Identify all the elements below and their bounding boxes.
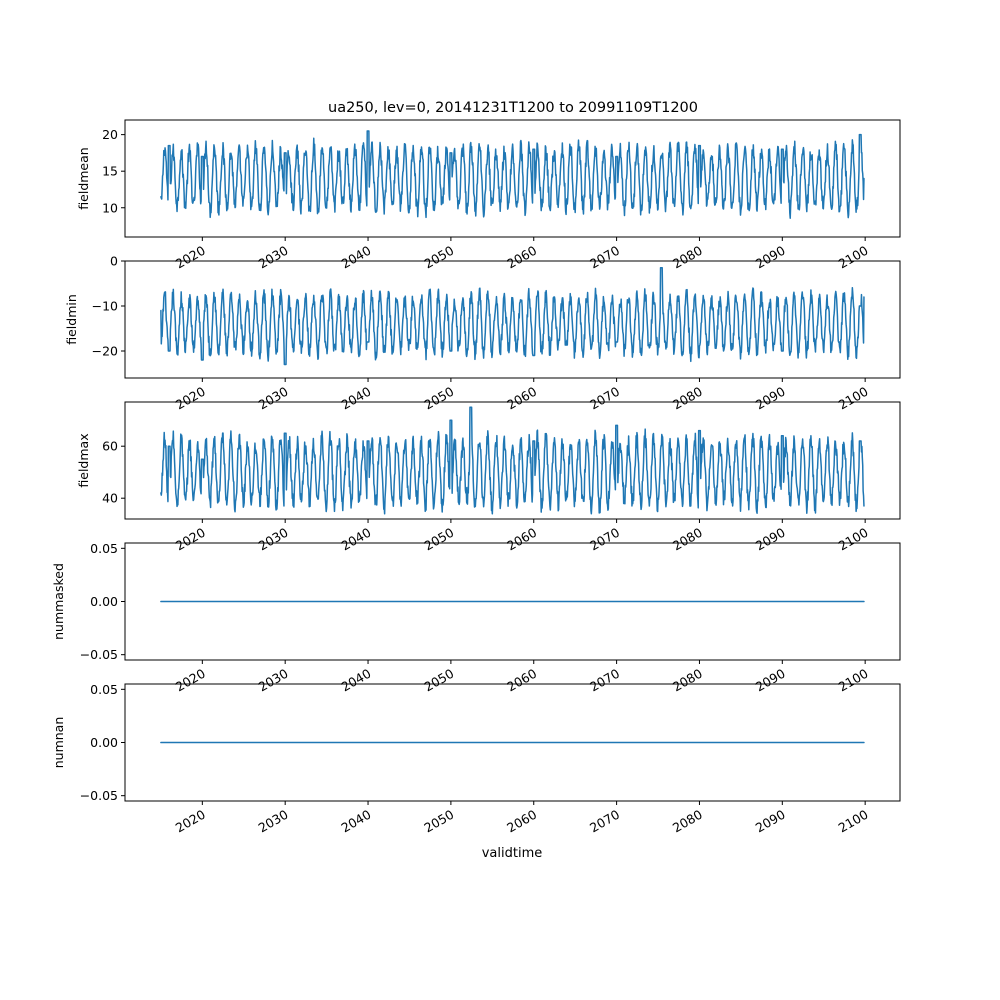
fieldmax-x-tick-label: 2090: [753, 525, 788, 554]
fieldmax-x-tick-label: 2030: [256, 525, 291, 554]
fieldmean-y-tick-label: 20: [102, 127, 118, 142]
figure-title: ua250, lev=0, 20141231T1200 to 20991109T…: [328, 100, 698, 116]
fieldmin-x-tick-label: 2080: [670, 384, 705, 413]
fieldmax-axes-frame: [124, 401, 901, 520]
fieldmean-x-tick-label: 2020: [173, 243, 208, 272]
numnan-x-tick-label: 2020: [173, 807, 208, 836]
numnan-y-axis-label: numnan: [51, 717, 66, 769]
fieldmin-axes-frame: [124, 260, 901, 379]
fieldmin-y-tick-label: −10: [92, 299, 118, 314]
fieldmin-x-tick-label: 2030: [256, 384, 291, 413]
numnan-y-tick-label: 0.00: [90, 735, 118, 750]
fieldmean-x-tick-label: 2060: [504, 243, 539, 272]
fieldmax-x-tick-label: 2020: [173, 525, 208, 554]
fieldmax-y-tick-label: 40: [102, 491, 118, 506]
numnan-x-tick-label: 2060: [504, 807, 539, 836]
nummasked-x-tick-label: 2030: [256, 666, 291, 695]
numnan-x-tick-label: 2090: [753, 807, 788, 836]
nummasked-x-tick-label: 2090: [753, 666, 788, 695]
nummasked-x-tick-label: 2070: [587, 666, 622, 695]
fieldmax-y-tick-label: 60: [102, 439, 118, 454]
numnan-x-tick-label: 2030: [256, 807, 291, 836]
fieldmax-x-tick-label: 2050: [421, 525, 456, 554]
fieldmin-x-tick-label: 2070: [587, 384, 622, 413]
fieldmax-x-tick-label: 2080: [670, 525, 705, 554]
nummasked-x-tick-label: 2080: [670, 666, 705, 695]
nummasked-x-tick-label: 2020: [173, 666, 208, 695]
fieldmax-x-tick-label: 2070: [587, 525, 622, 554]
numnan-x-tick-label: 2040: [338, 807, 373, 836]
fieldmean-x-tick-label: 2090: [753, 243, 788, 272]
fieldmean-x-tick-label: 2040: [338, 243, 373, 272]
fieldmax-x-tick-label: 2100: [836, 525, 871, 554]
fieldmin-x-tick-label: 2040: [338, 384, 373, 413]
numnan-y-tick-label: 0.05: [90, 682, 118, 697]
nummasked-x-tick-label: 2100: [836, 666, 871, 695]
fieldmean-series-line: [160, 130, 865, 219]
fieldmean-x-tick-label: 2080: [670, 243, 705, 272]
fieldmax-panel: 40 60 2020 2030 2040 2050 2060 2070 2080 2090 2100…: [76, 401, 901, 554]
nummasked-y-tick-label: 0.05: [90, 541, 118, 556]
nummasked-panel: −0.05 0.00 0.05 2020 2030 2040 2050 2060 2070 208…: [51, 541, 901, 695]
nummasked-y-tick-label: 0.00: [90, 594, 118, 609]
fieldmin-x-tick-label: 2020: [173, 384, 208, 413]
fieldmin-panel: −20 −10 0 2020 2030 2040 2050 2060 2070 2080 2090 2…: [64, 254, 901, 413]
fieldmean-x-tick-label: 2070: [587, 243, 622, 272]
fieldmin-x-tick-label: 2100: [836, 384, 871, 413]
numnan-panel: −0.05 0.00 0.05 2020 2030 2040 2050 2060 2070 208…: [51, 682, 901, 836]
numnan-x-tick-label: 2070: [587, 807, 622, 836]
fieldmin-x-tick-label: 2090: [753, 384, 788, 413]
nummasked-x-tick-label: 2050: [421, 666, 456, 695]
nummasked-x-tick-label: 2060: [504, 666, 539, 695]
nummasked-y-tick-label: −0.05: [80, 647, 118, 662]
nummasked-x-tick-label: 2040: [338, 666, 373, 695]
fieldmax-x-tick-label: 2040: [338, 525, 373, 554]
fieldmin-series-line: [160, 267, 865, 366]
numnan-x-tick-label: 2100: [836, 807, 871, 836]
fieldmax-x-tick-label: 2060: [504, 525, 539, 554]
fieldmean-x-tick-label: 2050: [421, 243, 456, 272]
fieldmean-x-tick-label: 2030: [256, 243, 291, 272]
fieldmean-y-tick-label: 15: [102, 164, 118, 179]
numnan-x-tick-label: 2050: [421, 807, 456, 836]
fieldmin-x-tick-label: 2060: [504, 384, 539, 413]
fieldmin-y-axis-label: fieldmin: [64, 294, 79, 345]
fieldmean-y-axis-label: fieldmean: [76, 147, 91, 209]
fieldmin-y-tick-label: −20: [92, 344, 118, 359]
numnan-x-tick-label: 2080: [670, 807, 705, 836]
fieldmean-axes-frame: [124, 119, 901, 238]
x-axis-label: validtime: [482, 846, 543, 861]
nummasked-y-axis-label: nummasked: [51, 563, 66, 640]
fieldmax-series-line: [160, 406, 865, 515]
fieldmax-y-axis-label: fieldmax: [76, 433, 91, 487]
fieldmean-x-tick-label: 2100: [836, 243, 871, 272]
fieldmin-x-tick-label: 2050: [421, 384, 456, 413]
numnan-y-tick-label: −0.05: [80, 788, 118, 803]
fieldmean-y-tick-label: 10: [102, 200, 118, 215]
fieldmin-y-tick-label: 0: [110, 254, 118, 269]
